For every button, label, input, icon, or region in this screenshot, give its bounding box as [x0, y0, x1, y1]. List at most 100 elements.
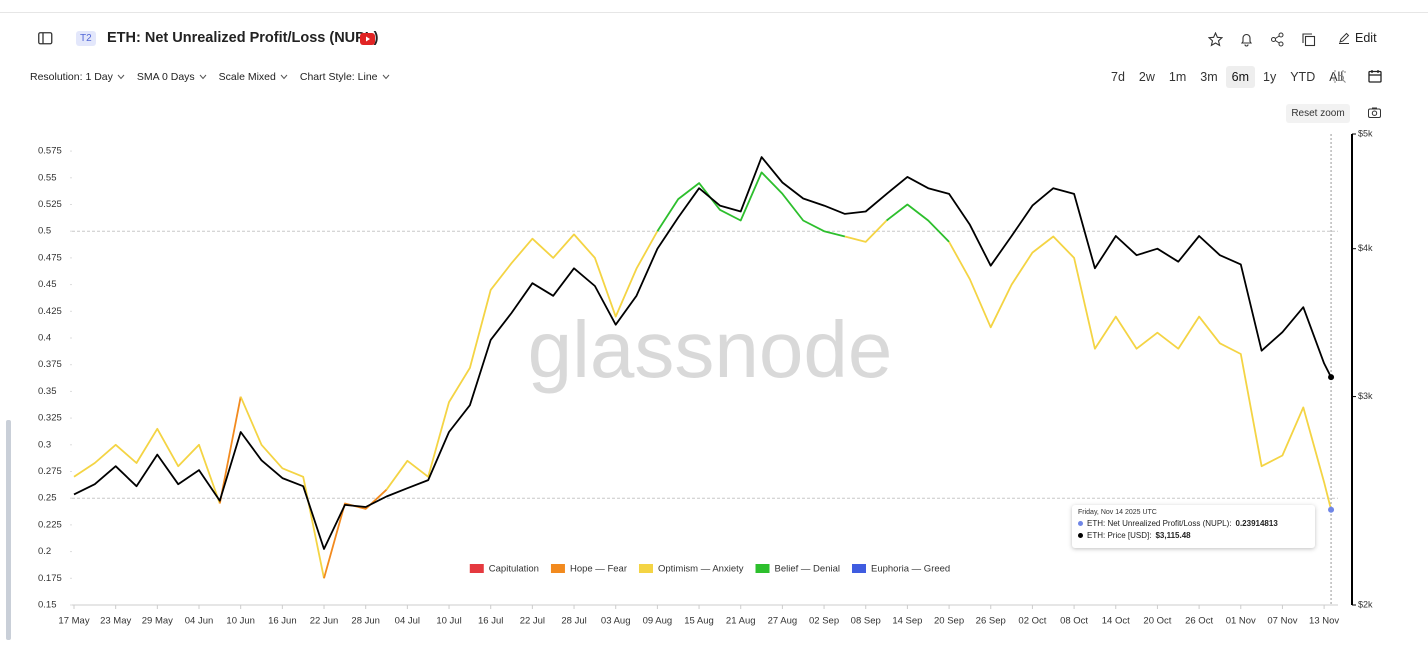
nupl-marker [1328, 506, 1335, 513]
youtube-icon[interactable] [360, 33, 375, 45]
dropdown-label: Scale Mixed [218, 71, 276, 83]
x-tick-label: 20 Sep [934, 616, 964, 627]
controls: Resolution: 1 Day SMA 0 Days Scale Mixed Ch… [30, 71, 390, 83]
tooltip-label: ETH: Net Unrealized Profit/Loss (NUPL): [1087, 519, 1232, 528]
nupl-line [886, 203, 950, 243]
x-tick-label: 20 Oct [1143, 616, 1171, 627]
reset-zoom-button[interactable]: Reset zoom [1286, 104, 1350, 123]
y-tick-label: 0.2 [38, 546, 51, 557]
x-tick-label: 10 Jul [436, 616, 461, 627]
x-tick-label: 04 Jun [185, 616, 214, 627]
y-tick-label: 0.275 [38, 466, 62, 477]
price-line [73, 156, 1332, 550]
x-tick-label: 28 Jun [351, 616, 380, 627]
legend-swatch [638, 564, 653, 573]
x-tick-label: 01 Nov [1226, 616, 1256, 627]
zoom-select-button[interactable] [1333, 70, 1346, 83]
tooltip-row: ETH: Price [USD]: $3,115.48 [1078, 531, 1309, 540]
alert-button[interactable] [1239, 32, 1254, 47]
x-tick-label: 08 Sep [851, 616, 881, 627]
y-tick-label: 0.35 [38, 386, 57, 397]
range-button[interactable]: 1y [1263, 70, 1277, 84]
x-tick-label: 28 Jul [561, 616, 586, 627]
x-tick-label: 17 May [58, 616, 89, 627]
price-marker [1328, 374, 1335, 381]
dropdown-label: Resolution: 1 Day [30, 71, 113, 83]
nupl-line [385, 230, 659, 491]
range-button[interactable]: 1m [1168, 70, 1187, 84]
x-tick-label: 14 Oct [1102, 616, 1130, 627]
x-tick-label: 16 Jul [478, 616, 503, 627]
x-tick-label: 22 Jul [520, 616, 545, 627]
edit-button[interactable]: Edit [1338, 31, 1377, 45]
legend-label: Hope — Fear [570, 564, 627, 575]
legend-label: Capitulation [489, 564, 539, 575]
nupl-line [656, 171, 846, 238]
x-tick-label: 29 May [142, 616, 173, 627]
tooltip-row: ETH: Net Unrealized Profit/Loss (NUPL): 0… [1078, 519, 1309, 528]
y2-tick-label: $3k [1358, 391, 1373, 401]
share-button[interactable] [1270, 32, 1285, 47]
star-button[interactable] [1208, 32, 1223, 47]
x-tick-label: 10 Jun [226, 616, 255, 627]
legend-swatch [755, 564, 770, 573]
edit-icon [1339, 32, 1350, 44]
x-tick-label: 27 Aug [768, 616, 798, 627]
x-tick-label: 23 May [100, 616, 131, 627]
y-tick-label: 0.45 [38, 279, 57, 290]
tooltip-value: $3,115.48 [1155, 531, 1191, 540]
x-tick-label: 13 Nov [1309, 616, 1339, 627]
chevron [280, 74, 288, 80]
dropdown[interactable]: Chart Style: Line [300, 71, 390, 83]
y-tick-label: 0.575 [38, 146, 62, 157]
x-tick-label: 02 Oct [1018, 616, 1046, 627]
range-button[interactable]: YTD [1290, 70, 1316, 84]
chevron [382, 74, 389, 80]
y2-tick-label: $2k [1358, 599, 1373, 609]
x-tick-label: 22 Jun [310, 616, 339, 627]
dropdown[interactable]: Scale Mixed [219, 71, 288, 83]
range-button[interactable]: 3m [1200, 70, 1218, 84]
range-button[interactable]: 6m [1225, 66, 1256, 88]
y-tick-label: 0.15 [38, 600, 57, 611]
x-tick-label: 02 Sep [809, 616, 839, 627]
tooltip-dot [1078, 521, 1083, 526]
y-tick-label: 0.525 [38, 199, 62, 210]
legend-swatch [852, 564, 866, 573]
legend-swatch [469, 564, 484, 573]
y2-tick-label: $4k [1358, 243, 1373, 253]
tooltip: Friday, Nov 14 2025 UTC ETH: Net Unreali… [1072, 505, 1315, 548]
nupl-line [218, 396, 242, 504]
y-tick-label: 0.325 [38, 413, 62, 424]
legend: Capitulation Hope — Fear Optimism — Anxiet… [469, 564, 950, 575]
y-tick-label: 0.5 [38, 226, 51, 237]
dropdown[interactable]: Resolution: 1 Day [30, 71, 125, 83]
dropdown[interactable]: SMA 0 Days [137, 71, 207, 83]
range-selector: 7d 2w 1m 3m 6m 1y YTD All [1105, 66, 1349, 88]
nupl-line [239, 396, 325, 579]
x-tick-label: 21 Aug [726, 616, 756, 627]
y-tick-label: 0.55 [38, 172, 57, 183]
legend-swatch [550, 564, 565, 573]
title: ETH: Net Unrealized Profit/Loss (NUPL) [107, 30, 379, 46]
screenshot-button[interactable] [1368, 107, 1381, 118]
sidebar-toggle[interactable] [38, 32, 53, 45]
calendar-button[interactable] [1368, 69, 1382, 83]
y2-tick-label: $5k [1358, 128, 1373, 138]
chevron [199, 74, 207, 80]
top-border [0, 12, 1428, 13]
badge: T2 [76, 31, 96, 46]
duplicate-button[interactable] [1301, 32, 1316, 47]
x-tick-label: 26 Sep [976, 616, 1006, 627]
range-button[interactable]: 2w [1138, 70, 1155, 84]
x-tick-label: 07 Nov [1267, 616, 1297, 627]
y-tick-label: 0.475 [38, 252, 62, 263]
x-tick-label: 09 Aug [643, 616, 673, 627]
y-tick-label: 0.3 [38, 439, 51, 450]
range-button[interactable]: 7d [1111, 70, 1125, 84]
x-tick-label: 15 Aug [684, 616, 714, 627]
y-tick-label: 0.175 [38, 573, 62, 584]
dropdown-label: SMA 0 Days [136, 71, 195, 83]
y-tick-label: 0.425 [38, 306, 62, 317]
